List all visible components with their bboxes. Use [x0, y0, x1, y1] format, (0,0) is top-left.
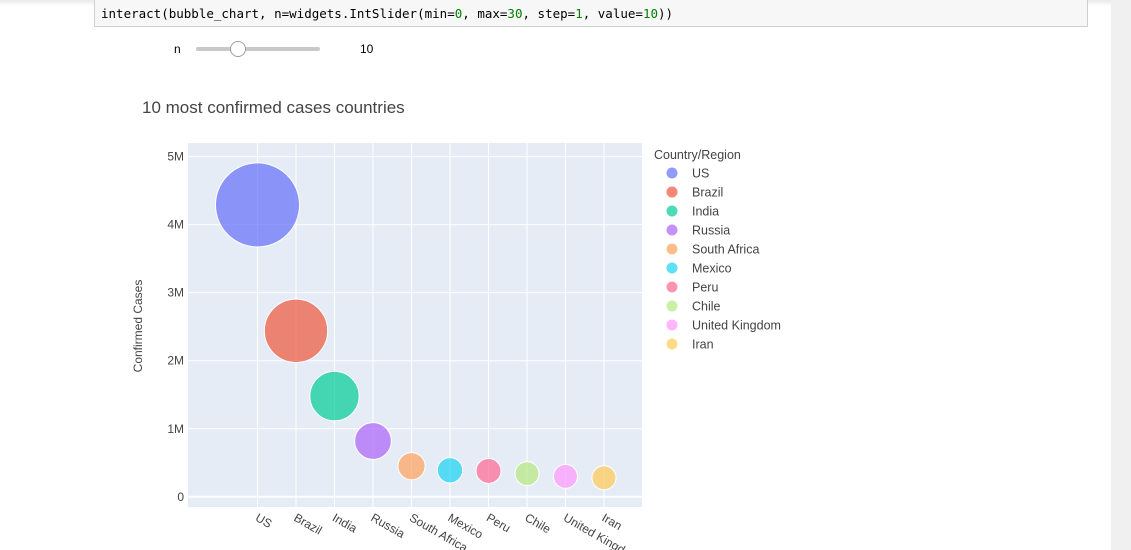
bubble-russia[interactable] — [354, 422, 392, 460]
legend-item[interactable]: Chile — [666, 300, 721, 314]
code-arg-max-name: max — [477, 6, 500, 21]
legend-marker — [666, 338, 678, 350]
code-arg-step-value: 1 — [575, 6, 583, 21]
y-axis-label: Confirmed Cases — [131, 280, 145, 373]
x-tick-label: Chile — [523, 510, 554, 536]
x-tick-label: Russia — [369, 510, 408, 541]
slider-value: 10 — [360, 42, 374, 56]
legend-label: United Kingdom — [692, 319, 781, 333]
scrollbar[interactable] — [1111, 0, 1131, 550]
legend-marker — [666, 186, 678, 198]
y-tick-label: 3M — [167, 286, 184, 300]
x-tick-label: United Kingdom — [561, 510, 642, 550]
bubble-iran[interactable] — [591, 465, 617, 491]
code-prefix: interact(bubble_chart, n=widgets.IntSlid… — [101, 6, 425, 21]
x-tick-label: Peru — [484, 510, 513, 535]
x-axis-ticks: US Brazil India Russia South AfricaMexicoPer… — [253, 510, 642, 550]
y-tick-label: 0 — [177, 490, 184, 504]
y-tick-label: 5M — [167, 150, 184, 164]
slider-label: n — [174, 42, 181, 56]
legend-marker — [666, 205, 678, 217]
legend-marker — [666, 281, 678, 293]
code-arg-min-name: min — [424, 6, 448, 21]
code-arg-value-name: value — [597, 6, 636, 21]
legend-item[interactable]: Iran — [666, 338, 714, 352]
legend-item[interactable]: South Africa — [666, 243, 760, 257]
code-suffix: )) — [658, 6, 674, 21]
x-tick-label: Brazil — [292, 510, 325, 537]
code-arg-step-name: step — [537, 6, 568, 21]
slider-handle[interactable] — [230, 41, 246, 57]
legend-label: Russia — [692, 224, 730, 238]
y-tick-label: 4M — [167, 218, 184, 232]
legend: US Brazil India Russia South Africa Mexico Per… — [666, 167, 781, 352]
legend-item[interactable]: Mexico — [666, 262, 732, 276]
legend-label: Iran — [692, 338, 714, 352]
chart-title: 10 most confirmed cases countries — [142, 98, 405, 117]
bubble-us[interactable] — [215, 162, 300, 248]
legend-label: South Africa — [692, 243, 759, 257]
legend-item[interactable]: India — [666, 205, 720, 219]
code-cell[interactable]: interact(bubble_chart, n=widgets.IntSlid… — [94, 0, 1088, 27]
legend-item[interactable]: Russia — [666, 224, 731, 238]
legend-item[interactable]: Peru — [666, 281, 719, 295]
legend-label: US — [692, 167, 709, 181]
slider-track[interactable] — [196, 47, 320, 51]
bubbles — [215, 162, 617, 491]
y-tick-label: 2M — [167, 354, 184, 368]
legend-label: Chile — [692, 300, 721, 314]
legend-marker — [666, 243, 678, 255]
code-arg-max-value: 30 — [507, 6, 523, 21]
bubble-mexico[interactable] — [436, 457, 464, 484]
legend-label: India — [692, 205, 719, 219]
y-axis-ticks: 0 1M 2M 3M 4M 5M — [167, 150, 184, 504]
legend-label: Peru — [692, 281, 718, 295]
legend-marker — [666, 319, 678, 331]
bubble-united-kingdom[interactable] — [553, 463, 578, 489]
y-tick-label: 1M — [167, 422, 184, 436]
bubble-india[interactable] — [309, 370, 360, 422]
legend-marker — [666, 167, 678, 179]
legend-marker — [666, 224, 678, 236]
x-tick-label: Iran — [600, 510, 625, 532]
legend-title: Country/Region — [654, 148, 741, 162]
code-arg-value-value: 10 — [642, 6, 659, 21]
legend-marker — [666, 300, 678, 312]
bubble-peru[interactable] — [475, 457, 502, 484]
slider-widget: n — [0, 36, 600, 62]
bubble-brazil[interactable] — [263, 298, 329, 363]
code-arg-min-value: 0 — [454, 6, 463, 21]
legend-item[interactable]: Brazil — [666, 186, 724, 200]
x-tick-label: India — [330, 510, 360, 535]
legend-item[interactable]: US — [666, 167, 710, 181]
bubble-chile[interactable] — [514, 461, 540, 487]
legend-marker — [666, 262, 678, 274]
legend-label: Brazil — [692, 186, 723, 200]
legend-item[interactable]: United Kingdom — [666, 319, 781, 333]
bubble-south-africa[interactable] — [397, 452, 426, 481]
legend-label: Mexico — [692, 262, 732, 276]
x-tick-label: US — [253, 510, 274, 530]
